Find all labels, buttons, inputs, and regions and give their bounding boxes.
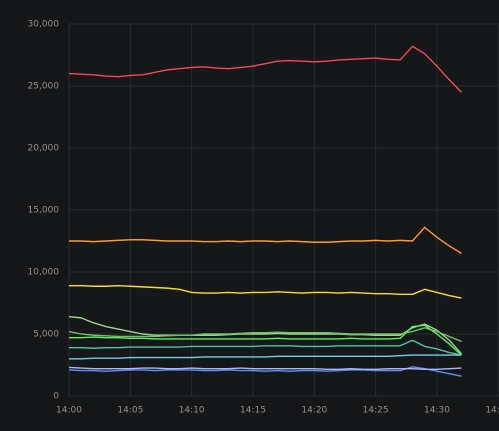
x-tick-label: 14:10 <box>179 406 205 416</box>
y-tick-label: 0 <box>53 392 59 402</box>
x-tick-label: 14:35 <box>485 406 499 416</box>
series-line <box>69 284 462 299</box>
x-tick-label: 14:05 <box>117 406 143 416</box>
series-line <box>69 339 462 356</box>
x-tick-label: 14:15 <box>240 406 266 416</box>
y-tick-label: 30,000 <box>28 20 60 30</box>
series-line <box>69 324 462 356</box>
x-tick-label: 14:20 <box>301 406 327 416</box>
x-tick-label: 14:30 <box>424 406 450 416</box>
y-tick-label: 10,000 <box>28 268 60 278</box>
series-line <box>68 45 462 93</box>
series-line <box>68 327 462 343</box>
y-tick-label: 15,000 <box>28 206 60 216</box>
y-tick-label: 20,000 <box>28 144 60 154</box>
series-line <box>68 315 463 355</box>
series-line <box>68 366 462 371</box>
y-tick-label: 5,000 <box>33 330 59 340</box>
series-line <box>69 354 462 360</box>
y-tick-label: 25,000 <box>28 82 60 92</box>
series-line <box>69 226 462 254</box>
x-tick-label: 14:25 <box>363 406 389 416</box>
x-tick-label: 14:00 <box>56 406 82 416</box>
series-line <box>68 366 462 377</box>
